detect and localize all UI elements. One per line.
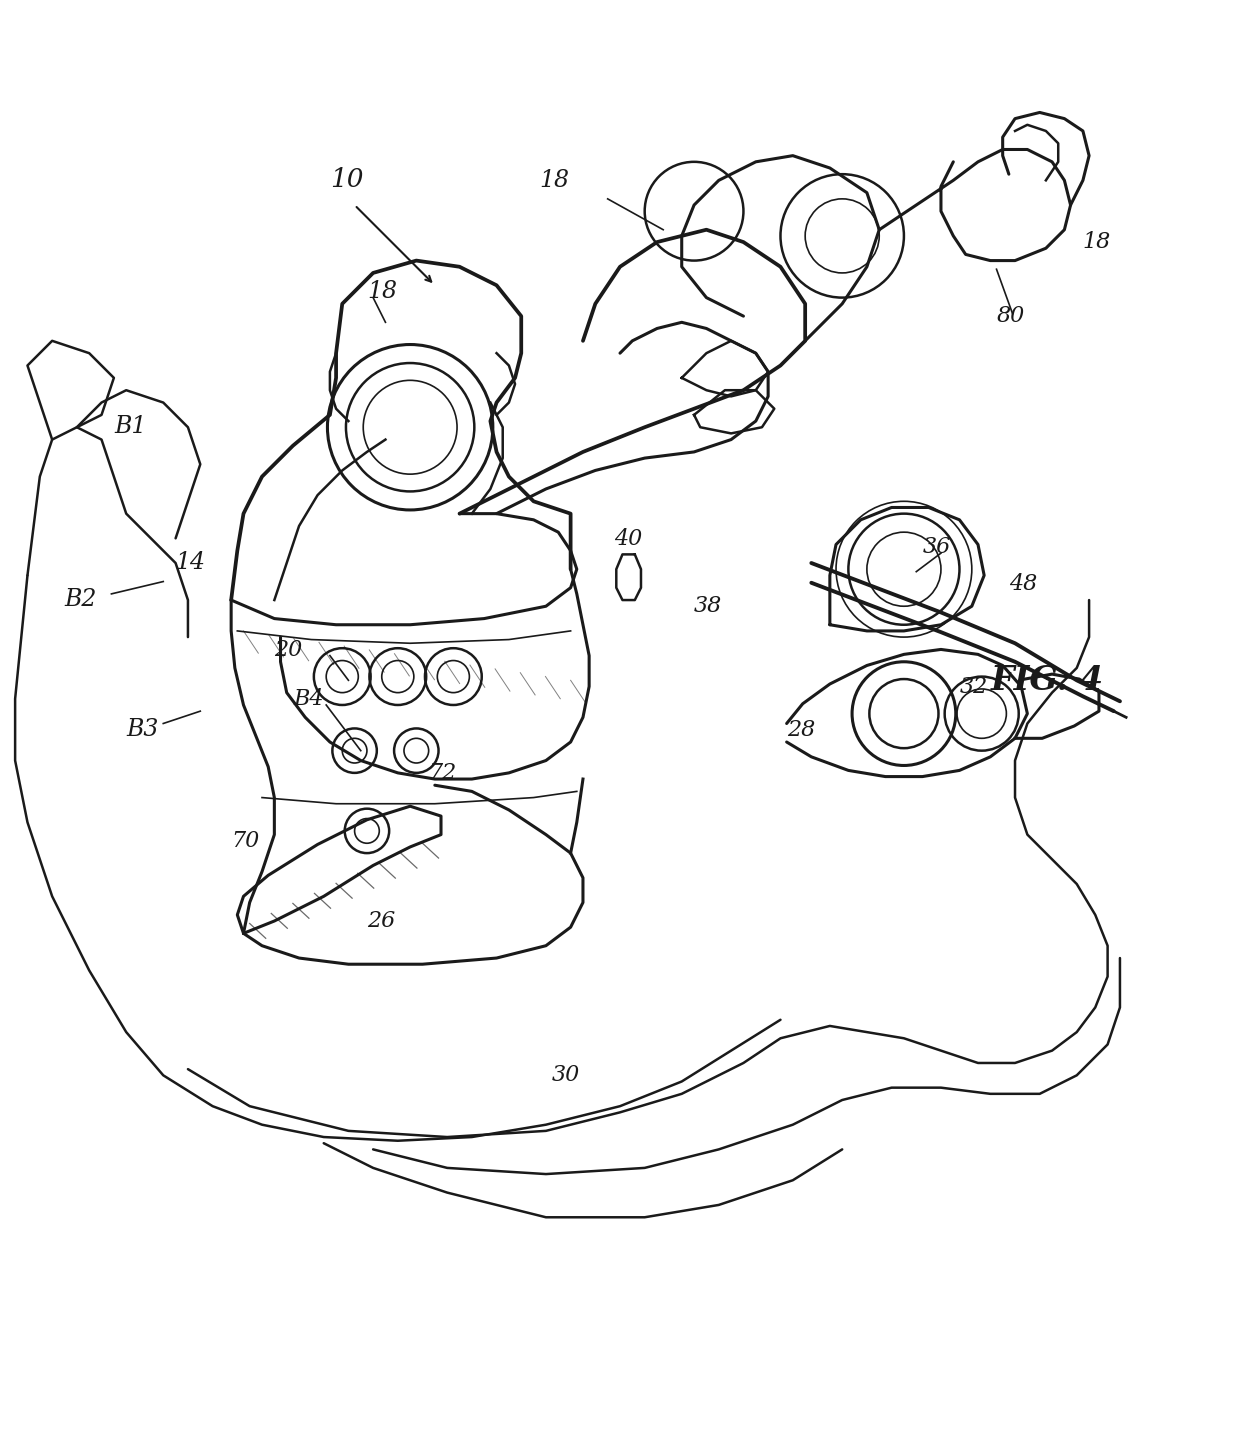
Text: 32: 32: [960, 676, 988, 697]
Text: 18: 18: [539, 168, 569, 191]
Text: FIG. 4: FIG. 4: [991, 664, 1104, 697]
Text: B3: B3: [126, 718, 159, 741]
Text: 40: 40: [614, 528, 642, 550]
Text: 30: 30: [552, 1065, 580, 1087]
Text: B4: B4: [293, 687, 324, 710]
Text: 20: 20: [274, 638, 303, 661]
Text: 36: 36: [923, 537, 951, 559]
Text: 10: 10: [330, 166, 363, 191]
Text: 38: 38: [694, 595, 723, 618]
Text: 18: 18: [1083, 232, 1111, 253]
Text: 70: 70: [231, 831, 259, 852]
Text: B2: B2: [64, 589, 97, 611]
Text: 80: 80: [997, 305, 1024, 327]
Text: 72: 72: [429, 763, 456, 784]
Text: 26: 26: [367, 910, 396, 932]
Text: B1: B1: [114, 415, 146, 438]
Text: 18: 18: [367, 279, 397, 302]
Text: 14: 14: [176, 551, 206, 574]
Text: 48: 48: [1009, 573, 1037, 595]
Text: 28: 28: [786, 719, 815, 741]
